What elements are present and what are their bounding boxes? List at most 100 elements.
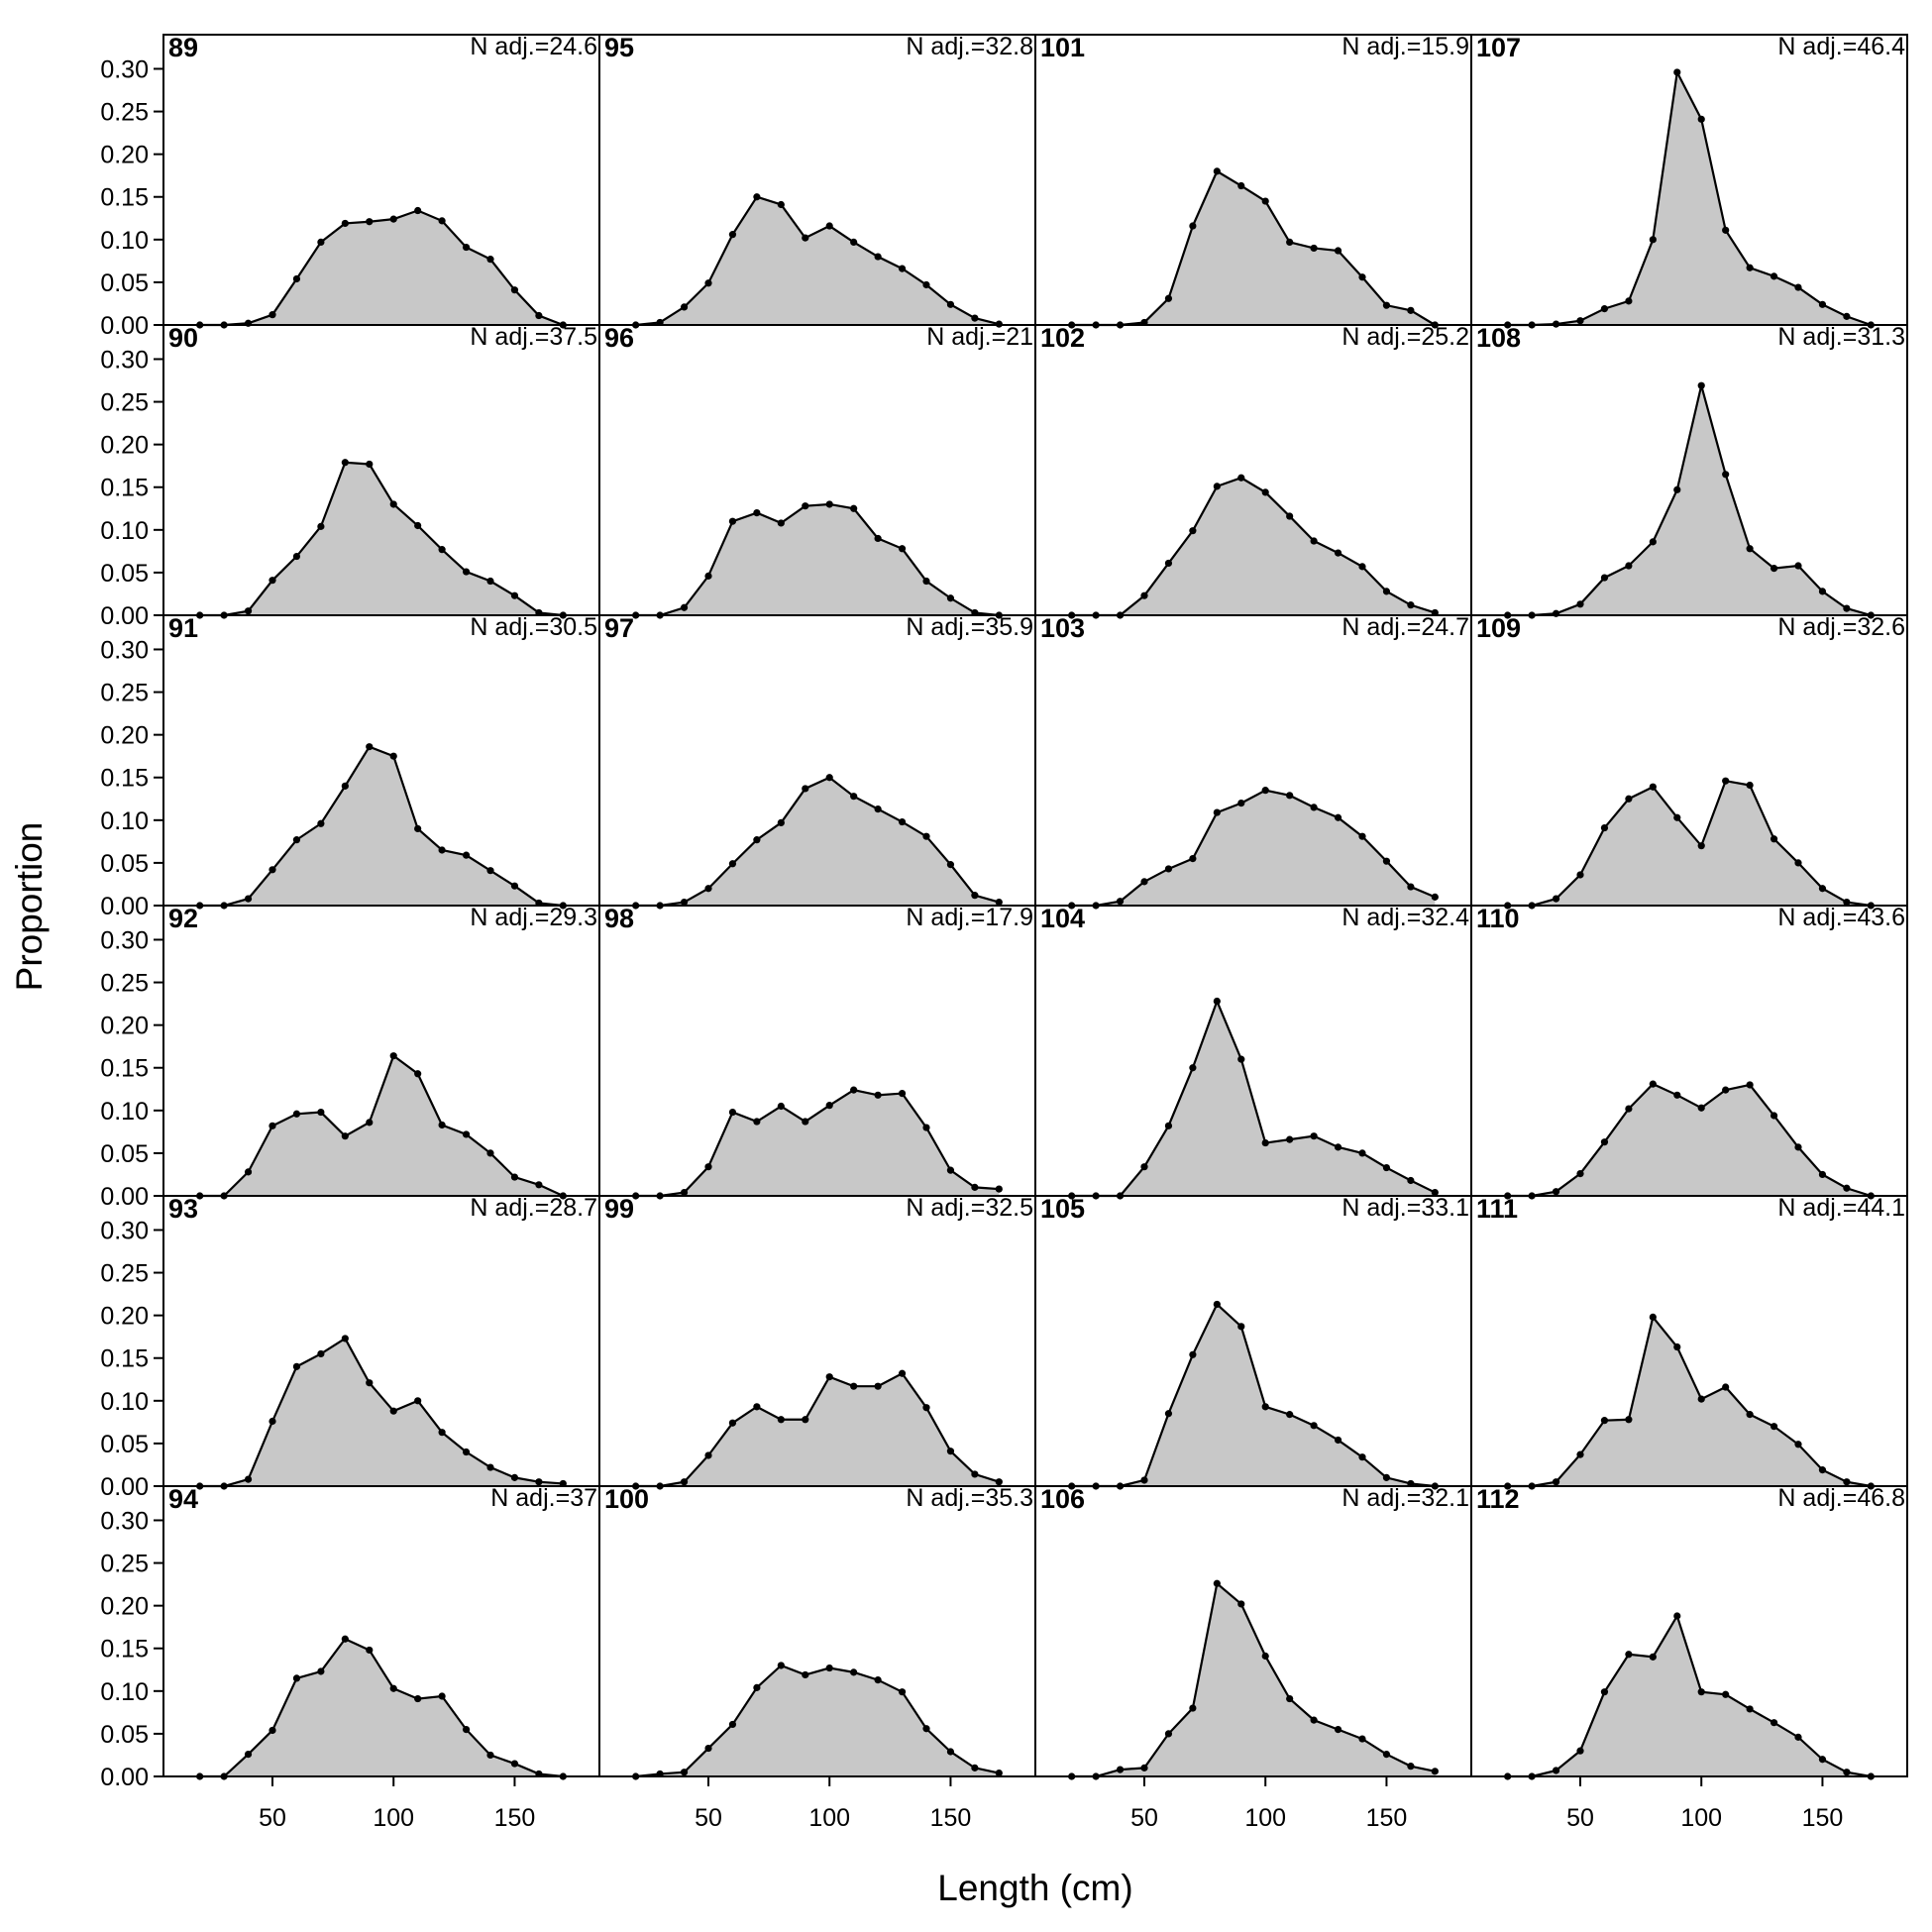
point <box>704 1163 712 1171</box>
x-tick-label: 100 <box>373 1804 414 1832</box>
point <box>874 534 882 543</box>
point <box>292 1110 301 1118</box>
point <box>1431 893 1439 901</box>
line <box>199 1053 564 1198</box>
point <box>1722 777 1730 785</box>
point <box>874 1382 882 1390</box>
point <box>1770 1719 1778 1727</box>
point <box>462 1448 471 1456</box>
point <box>1334 247 1342 255</box>
point <box>1310 1132 1318 1140</box>
point <box>1770 1112 1778 1120</box>
point <box>946 1748 955 1756</box>
point <box>1407 1176 1415 1185</box>
y-tick-label: 0.25 <box>100 1260 149 1288</box>
point <box>438 546 446 554</box>
point <box>777 200 785 209</box>
point <box>510 1473 519 1481</box>
line <box>1507 68 1872 327</box>
point <box>1746 1081 1754 1089</box>
point <box>1649 1653 1657 1661</box>
point <box>1237 181 1245 190</box>
line <box>199 461 564 617</box>
line <box>1071 1302 1436 1488</box>
point <box>704 885 712 893</box>
point <box>317 1349 325 1358</box>
point <box>438 217 446 225</box>
point <box>292 274 301 283</box>
point <box>850 238 858 247</box>
line <box>635 1664 1000 1778</box>
area <box>1507 1084 1872 1196</box>
point <box>971 1764 979 1771</box>
panel-title: 112 <box>1476 1484 1520 1514</box>
point <box>1818 1466 1827 1474</box>
point <box>728 860 737 868</box>
point <box>898 1089 907 1098</box>
panel-annotation: N adj.=25.2 <box>1342 323 1469 351</box>
panel-annotation: N adj.=29.3 <box>470 904 597 931</box>
point <box>850 1086 858 1094</box>
point <box>1818 588 1827 595</box>
point <box>1697 381 1705 389</box>
y-tick-label: 0.00 <box>100 1183 149 1211</box>
point <box>535 1478 543 1486</box>
point <box>317 238 325 247</box>
point <box>995 1769 1003 1777</box>
point <box>389 1052 397 1060</box>
point <box>1213 997 1221 1006</box>
point <box>1140 878 1148 886</box>
point <box>292 1362 301 1370</box>
point <box>1116 898 1125 906</box>
point <box>1697 842 1705 850</box>
point <box>1649 538 1657 546</box>
point <box>1818 1170 1827 1179</box>
y-tick-label: 0.15 <box>100 1055 149 1083</box>
point <box>414 521 422 530</box>
y-tick-label: 0.20 <box>100 722 149 750</box>
point <box>1794 562 1802 570</box>
point <box>1843 1478 1851 1486</box>
point <box>1600 823 1609 832</box>
point <box>1843 898 1851 907</box>
point <box>292 836 301 844</box>
panel-title: 106 <box>1040 1484 1085 1514</box>
point <box>1843 1769 1851 1776</box>
point <box>1382 1163 1391 1172</box>
point <box>850 1668 858 1676</box>
panel-annotation: N adj.=35.3 <box>906 1484 1033 1512</box>
point <box>1431 1768 1439 1775</box>
panel-annotation: N adj.=33.1 <box>1342 1194 1469 1222</box>
point <box>1673 813 1681 821</box>
panel-annotation: N adj.=24.6 <box>470 33 597 60</box>
point <box>1189 1350 1197 1358</box>
area <box>199 1338 564 1486</box>
point <box>753 1118 761 1126</box>
point <box>1407 883 1415 891</box>
point <box>1697 1395 1705 1403</box>
point <box>1237 1600 1245 1608</box>
point <box>389 500 397 508</box>
point <box>1697 1104 1705 1112</box>
point <box>802 785 809 793</box>
point <box>1164 1730 1173 1738</box>
point <box>341 1335 349 1342</box>
panel-annotation: N adj.=30.5 <box>470 613 597 641</box>
point <box>462 851 471 859</box>
panel-title: 99 <box>604 1194 634 1224</box>
point <box>1237 1323 1245 1331</box>
area <box>635 503 1000 615</box>
y-tick-label: 0.30 <box>100 55 149 83</box>
panel-annotation: N adj.=43.6 <box>1777 904 1905 931</box>
y-tick-label: 0.10 <box>100 1098 149 1126</box>
point <box>244 1168 253 1176</box>
area <box>1071 1304 1436 1486</box>
point <box>850 1382 858 1390</box>
point <box>1382 1750 1391 1759</box>
point <box>486 256 494 264</box>
point <box>268 311 276 319</box>
x-tick-label: 100 <box>808 1804 850 1832</box>
point <box>680 1478 689 1486</box>
area <box>635 1664 1000 1776</box>
point <box>510 882 519 890</box>
